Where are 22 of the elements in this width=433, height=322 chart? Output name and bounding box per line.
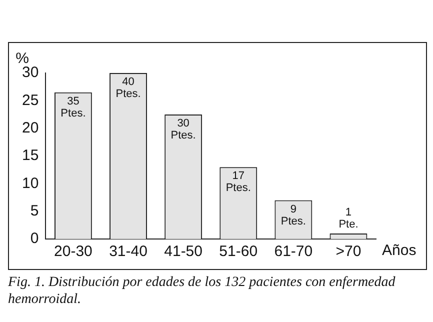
y-axis-title: % — [16, 50, 30, 67]
x-axis-title: Años — [382, 242, 416, 259]
y-tick-label: 5 — [30, 202, 39, 220]
annotation: 40 Ptes. — [116, 76, 141, 100]
annotation: 1 Pte. — [338, 206, 358, 230]
x-tick-label: 31-40 — [109, 243, 148, 260]
caption: Fig. 1. Distribución por edades de los 132 pacientes con enfermedad hemorroidal. — [8, 274, 396, 308]
y-tick-label: 10 — [22, 174, 39, 192]
x-tick-label: >70 — [336, 243, 362, 260]
annotation: 35 Ptes. — [60, 95, 86, 120]
x-tick-label: 51-60 — [219, 243, 258, 260]
annotation: 9 Ptes. — [280, 203, 306, 228]
annotation: 17 Ptes. — [226, 170, 251, 194]
annotation: 30 Ptes. — [170, 118, 196, 142]
y-tick-label: 30 — [22, 64, 39, 82]
y-tick-label: 15 — [22, 147, 39, 164]
y-tick-label: 0 — [30, 230, 39, 248]
x-tick-label: 61-70 — [274, 243, 313, 260]
y-tick-label: 25 — [22, 92, 39, 109]
x-tick-label: 41-50 — [164, 243, 203, 260]
x-tick-label: 20-30 — [54, 243, 92, 260]
y-tick-label: 20 — [22, 119, 39, 136]
